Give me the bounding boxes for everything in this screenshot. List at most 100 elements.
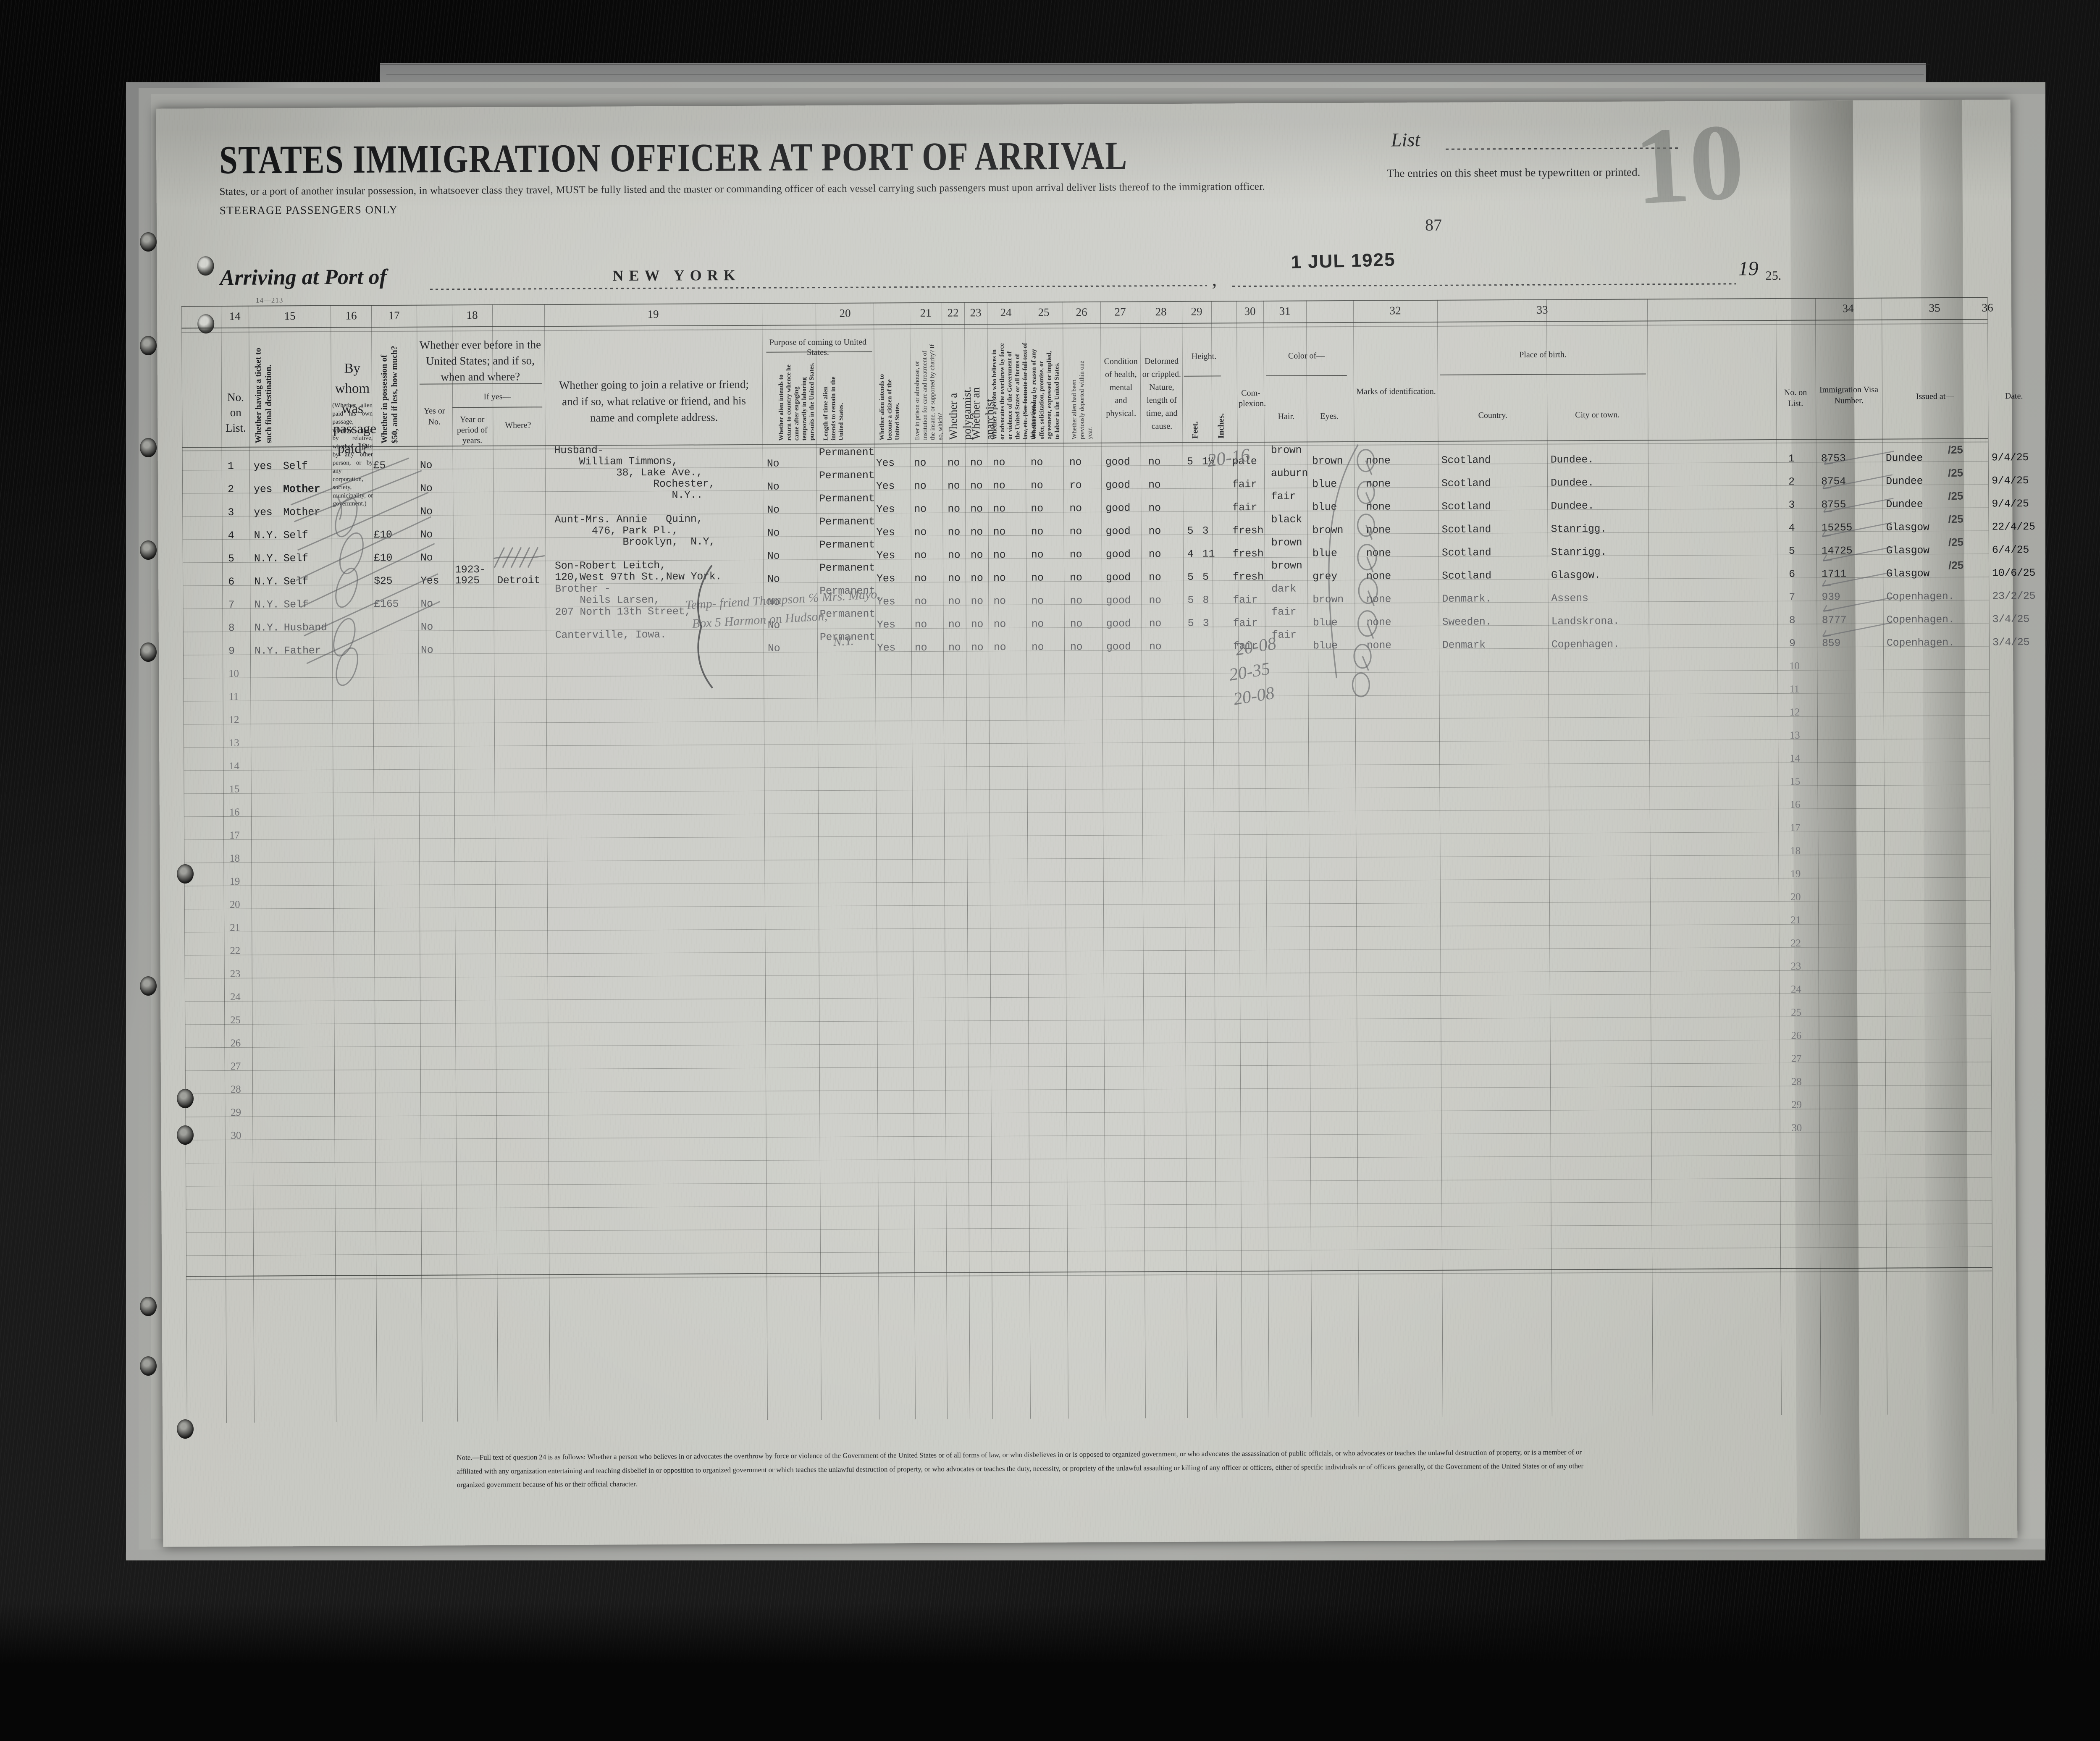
arrival-date-stamp: 1 JUL 1925 bbox=[1290, 249, 1396, 273]
row-number-left: 21 bbox=[230, 922, 240, 933]
steerage-label: STEERAGE PASSENGERS ONLY bbox=[219, 203, 398, 217]
header-col18-where: Where? bbox=[505, 420, 531, 430]
row-number-left: 20 bbox=[229, 899, 240, 910]
header-col20-length: Length of time alien intends to remain i… bbox=[822, 376, 845, 441]
col-number-24: 24 bbox=[1000, 306, 1012, 319]
row-number-left: 10 bbox=[228, 668, 239, 679]
header-col36: Date. bbox=[2005, 391, 2023, 401]
punch-hole bbox=[177, 1125, 194, 1145]
row-number-left: 17 bbox=[229, 829, 240, 841]
punch-hole bbox=[140, 1297, 157, 1316]
punch-hole bbox=[140, 336, 157, 355]
page-title: STATES IMMIGRATION OFFICER AT PORT OF AR… bbox=[219, 133, 1128, 182]
header-col33-country: Country. bbox=[1478, 411, 1507, 420]
header-col29-inches: Inches. bbox=[1216, 413, 1226, 439]
sheet-number: 87 bbox=[1425, 215, 1442, 235]
year-suffix: 25. bbox=[1765, 268, 1782, 283]
punch-hole bbox=[140, 976, 157, 996]
row-number-right: 30 bbox=[1791, 1122, 1802, 1134]
header-col30: Com- plexion. bbox=[1239, 388, 1266, 409]
header-col18-main: Whether ever before in the United States… bbox=[419, 338, 541, 383]
col-number-14: 14 bbox=[229, 309, 241, 323]
row-number-left: 13 bbox=[228, 737, 239, 749]
punch-hole bbox=[177, 864, 194, 884]
row-number-left: 29 bbox=[231, 1106, 241, 1118]
header-col20-main: Purpose of coming to United States. bbox=[769, 337, 866, 357]
punch-hole bbox=[140, 642, 157, 662]
header-col17: Whether in possession of $50, and if les… bbox=[379, 346, 399, 444]
arriving-at-port-label: Arriving at Port of bbox=[220, 265, 387, 290]
row-number-right: 22 bbox=[1790, 937, 1801, 949]
row-number-left: 15 bbox=[229, 783, 240, 795]
col-number-20: 20 bbox=[839, 307, 851, 320]
header-col25: Whether coming by reason of any offer, s… bbox=[1030, 349, 1061, 440]
header-col20-return: Whether alien intends to return to count… bbox=[777, 362, 816, 441]
intro-paragraph: States, or a port of another insular pos… bbox=[219, 181, 1265, 198]
row-number-right: 25 bbox=[1791, 1007, 1801, 1018]
header-col26: Whether alien had been previously deport… bbox=[1071, 360, 1094, 440]
row-number-left: 12 bbox=[228, 714, 239, 726]
col-number-23: 23 bbox=[970, 306, 982, 319]
margin-date-stamp: /25 bbox=[1948, 512, 1964, 526]
row-number-left: 19 bbox=[229, 876, 240, 887]
col-number-33: 33 bbox=[1536, 303, 1548, 316]
row-number-right: 28 bbox=[1791, 1076, 1802, 1088]
row-number-left: 26 bbox=[230, 1037, 241, 1049]
header-col29-feet: Feet. bbox=[1190, 421, 1200, 439]
margin-date-stamp: /25 bbox=[1948, 466, 1964, 480]
page-edge-line bbox=[380, 64, 1930, 65]
row-number-left: 18 bbox=[229, 852, 240, 864]
port-of-arrival-value: NEW YORK bbox=[612, 267, 741, 284]
header-col15: Whether having a ticket to such final de… bbox=[253, 348, 273, 443]
col-number-26: 26 bbox=[1076, 305, 1087, 319]
col-number-17: 17 bbox=[388, 309, 400, 322]
punch-hole bbox=[140, 232, 157, 252]
form-number: 14—213 bbox=[255, 296, 284, 304]
date-dotted-rule bbox=[1232, 283, 1736, 287]
col-number-27: 27 bbox=[1114, 305, 1126, 318]
row-number-right: 15 bbox=[1790, 776, 1801, 787]
header-col35: Issued at— bbox=[1916, 391, 1954, 401]
col-number-32: 32 bbox=[1389, 304, 1401, 317]
port-dotted-rule bbox=[430, 285, 1207, 290]
year-prefix: 19 bbox=[1738, 257, 1759, 280]
row-number-left: 30 bbox=[231, 1130, 242, 1141]
row-number-right: 14 bbox=[1790, 753, 1800, 764]
header-col16-sub: (Whether alien paid his own passage, whe… bbox=[332, 402, 373, 507]
row-number-right: 12 bbox=[1789, 706, 1800, 718]
header-col34-no: No. on List. bbox=[1784, 388, 1807, 408]
punch-hole bbox=[140, 1356, 157, 1376]
header-col18-yesno: Yes or No. bbox=[423, 406, 445, 427]
margin-date-stamp: /25 bbox=[1948, 489, 1964, 503]
header-col31-hair: Hair. bbox=[1278, 412, 1295, 421]
col-number-19: 19 bbox=[647, 307, 659, 321]
col-number-22: 22 bbox=[947, 306, 959, 319]
col-number-18: 18 bbox=[466, 309, 478, 322]
row-number-left: 22 bbox=[230, 945, 240, 957]
punch-hole bbox=[140, 438, 157, 457]
row-number-left: 25 bbox=[230, 1014, 241, 1026]
header-col18-year: Year or period of years. bbox=[457, 414, 488, 446]
header-col31-main: Color of— bbox=[1288, 351, 1325, 361]
list-label: List bbox=[1391, 129, 1420, 151]
row-number-left: 14 bbox=[229, 760, 239, 772]
row-number-right: 11 bbox=[1789, 683, 1800, 695]
row-number-left: 11 bbox=[228, 691, 239, 703]
col-number-16: 16 bbox=[345, 309, 357, 322]
typewritten-instruction: The entries on this sheet must be typewr… bbox=[1387, 165, 1641, 180]
pencil-squiggle-row6 bbox=[493, 547, 545, 568]
header-col33-main: Place of birth. bbox=[1519, 350, 1567, 359]
punch-hole bbox=[140, 540, 157, 560]
col-number-31: 31 bbox=[1279, 304, 1291, 317]
header-col21: Ever in prison or almshouse, or institut… bbox=[914, 344, 944, 440]
header-col27: Condition of health, mental and physical… bbox=[1104, 357, 1138, 418]
header-col18-ifyes: If yes— bbox=[483, 392, 511, 402]
header-col14: No. on List. bbox=[225, 391, 246, 434]
header-col19: Whether going to join a relative or frie… bbox=[559, 378, 749, 425]
col-number-28: 28 bbox=[1155, 305, 1167, 318]
row-number-left: 28 bbox=[231, 1083, 241, 1095]
header-col20-citizen: Whether alien intends to become a citize… bbox=[878, 374, 901, 440]
header-col34: Immigration Visa Number. bbox=[1819, 385, 1879, 406]
col-number-35: 35 bbox=[1929, 302, 1940, 315]
